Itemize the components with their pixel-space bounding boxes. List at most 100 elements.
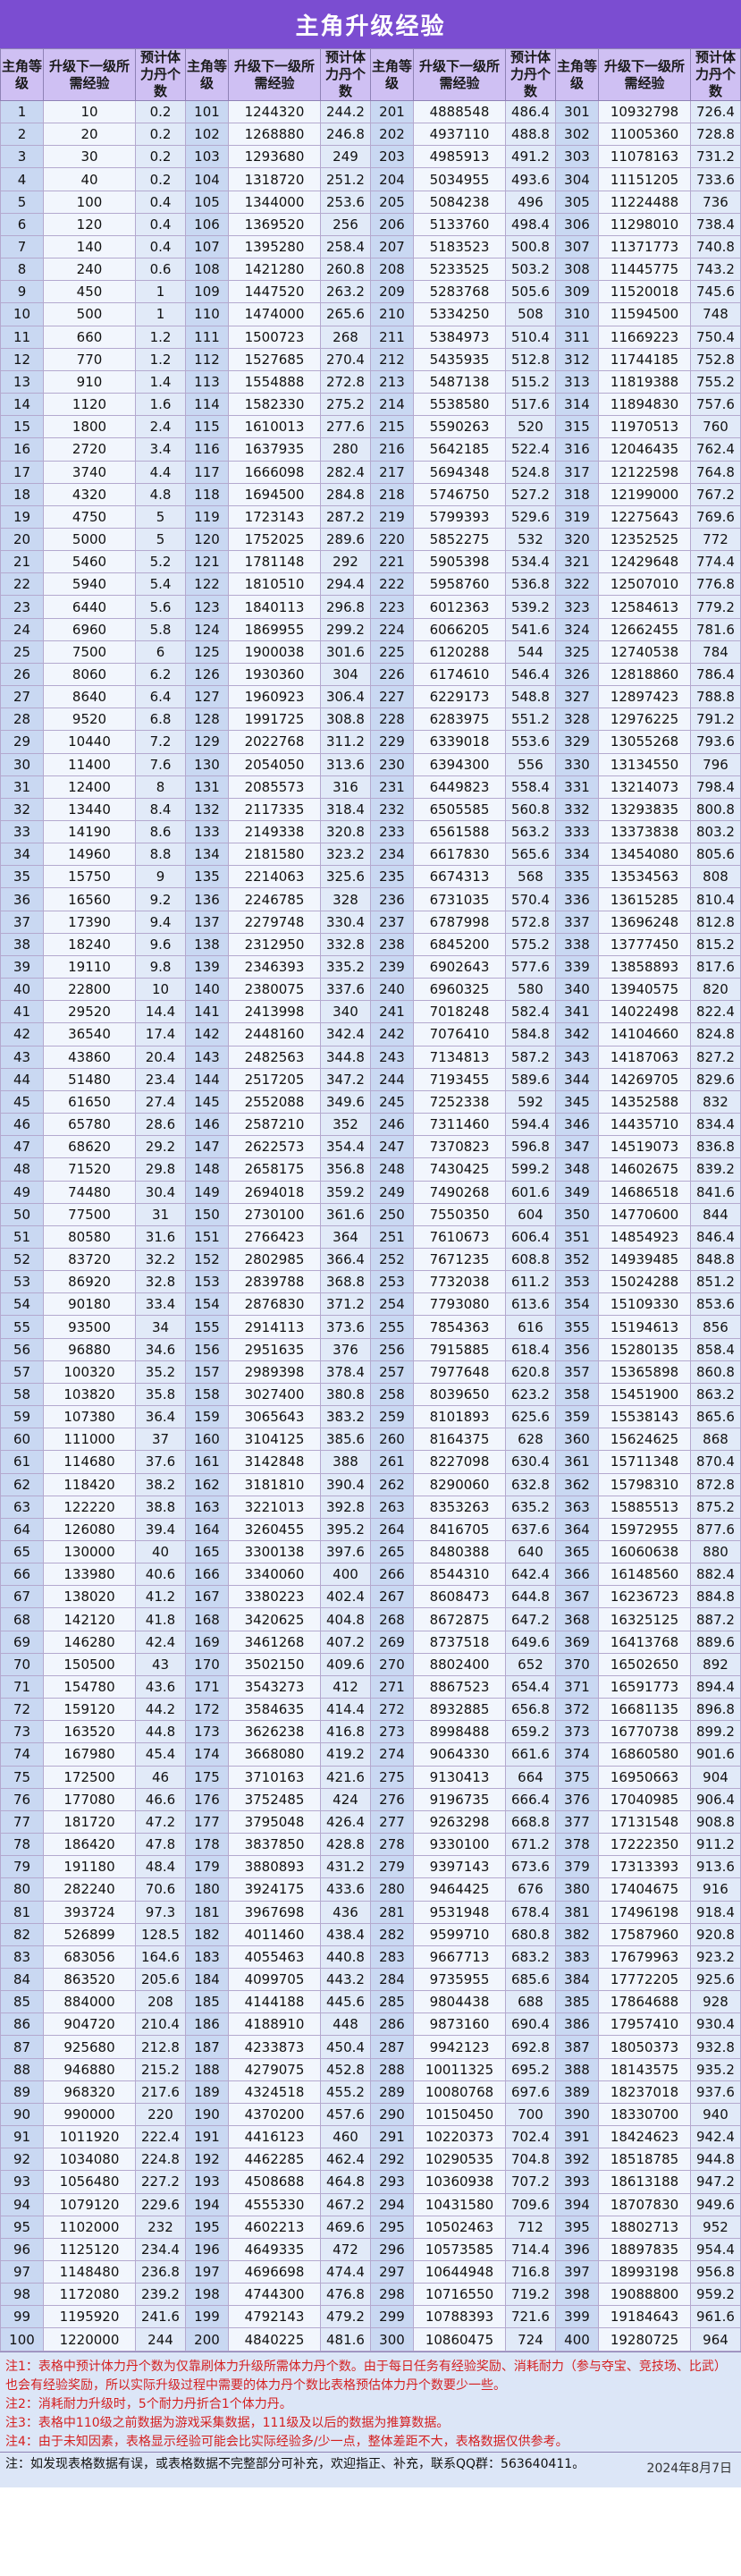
stamina-cell: 508 [505, 302, 556, 326]
level-cell: 305 [555, 190, 599, 214]
exp-cell: 14435710 [598, 1113, 691, 1137]
table-row: 73 163520 44.8 173 3626238 416.8 273 8998488 659… [0, 1720, 741, 1744]
level-cell: 374 [555, 1742, 599, 1767]
stamina-cell: 570.4 [505, 887, 556, 911]
level-cell: 142 [185, 1022, 229, 1046]
level-cell: 117 [185, 460, 229, 484]
stamina-cell: 4.4 [135, 460, 186, 484]
stamina-cell: 8.4 [135, 797, 186, 822]
level-cell: 217 [370, 460, 414, 484]
stamina-cell: 594.4 [505, 1113, 556, 1137]
level-cell: 345 [555, 1089, 599, 1114]
stamina-cell: 366.4 [320, 1247, 371, 1272]
stamina-cell: 0.6 [135, 258, 186, 282]
level-cell: 347 [555, 1135, 599, 1159]
stamina-cell: 320.8 [320, 819, 371, 844]
stamina-cell: 625.6 [505, 1405, 556, 1429]
stamina-cell: 503.2 [505, 258, 556, 282]
level-cell: 46 [0, 1113, 44, 1137]
level-cell: 73 [0, 1720, 44, 1744]
stamina-cell: 23.4 [135, 1067, 186, 1091]
stamina-cell: 9.6 [135, 932, 186, 956]
stamina-cell: 935.2 [690, 2057, 741, 2081]
table-row: 71 154780 43.6 171 3543273 412 271 8867523 654.4… [0, 1674, 741, 1699]
exp-cell: 71520 [43, 1157, 136, 1182]
exp-cell: 5034955 [413, 167, 506, 191]
header-level: 主角等级 [185, 48, 229, 101]
table-row: 96 1125120 234.4 196 4649335 472 296 10573585 71… [0, 2237, 741, 2262]
exp-cell: 6440 [43, 595, 136, 619]
level-cell: 260 [370, 1428, 414, 1452]
stamina-cell: 6.4 [135, 685, 186, 709]
level-cell: 372 [555, 1698, 599, 1722]
level-cell: 80 [0, 1877, 44, 1902]
stamina-cell: 882.4 [690, 1563, 741, 1587]
level-cell: 103 [185, 145, 229, 169]
level-cell: 265 [370, 1539, 414, 1564]
level-cell: 314 [555, 393, 599, 417]
exp-cell: 2552088 [228, 1089, 321, 1114]
stamina-cell: 584.8 [505, 1022, 556, 1046]
exp-cell: 4279075 [228, 2057, 321, 2081]
level-cell: 110 [185, 302, 229, 326]
exp-cell: 10573585 [413, 2237, 506, 2262]
level-cell: 302 [555, 123, 599, 147]
exp-cell: 2694018 [228, 1180, 321, 1204]
exp-cell: 5000 [43, 527, 136, 552]
level-cell: 355 [555, 1315, 599, 1339]
table-row: 86 904720 210.4 186 4188910 448 286 9873160 690.… [0, 2012, 741, 2037]
level-cell: 226 [370, 662, 414, 687]
level-cell: 327 [555, 685, 599, 709]
level-cell: 287 [370, 2035, 414, 2059]
level-cell: 352 [555, 1247, 599, 1272]
stamina-cell: 428.8 [320, 1833, 371, 1857]
table-row: 41 29520 14.4 141 2413998 340 241 7018248 582.4 3… [0, 1000, 741, 1024]
exp-cell: 10290535 [413, 2148, 506, 2172]
level-cell: 114 [185, 393, 229, 417]
level-cell: 351 [555, 1224, 599, 1249]
level-cell: 111 [185, 325, 229, 349]
exp-cell: 9330100 [413, 1833, 506, 1857]
level-cell: 118 [185, 482, 229, 506]
stamina-cell: 296.8 [320, 595, 371, 619]
exp-cell: 16148560 [598, 1563, 691, 1587]
exp-cell: 19280725 [598, 2327, 691, 2351]
stamina-cell: 246.8 [320, 123, 371, 147]
exp-cell: 1120 [43, 393, 136, 417]
stamina-cell: 20.4 [135, 1045, 186, 1069]
exp-cell: 5183523 [413, 234, 506, 259]
exp-cell: 8672875 [413, 1607, 506, 1631]
exp-cell: 12584613 [598, 595, 691, 619]
stamina-cell: 551.2 [505, 708, 556, 732]
table-row: 3 30 0.2 103 1293680 249 203 4985913 491.2 303 110… [0, 145, 741, 169]
stamina-cell: 695.2 [505, 2057, 556, 2081]
exp-cell: 13696248 [598, 910, 691, 934]
exp-cell: 660 [43, 325, 136, 349]
exp-cell: 11078163 [598, 145, 691, 169]
level-cell: 393 [555, 2170, 599, 2194]
level-cell: 40 [0, 978, 44, 1002]
stamina-cell: 774.4 [690, 550, 741, 574]
stamina-cell: 289.6 [320, 527, 371, 552]
level-cell: 93 [0, 2170, 44, 2194]
level-cell: 173 [185, 1720, 229, 1744]
stamina-cell: 390.4 [320, 1472, 371, 1496]
stamina-cell: 863.2 [690, 1382, 741, 1407]
stamina-cell: 227.2 [135, 2170, 186, 2194]
stamina-cell: 34 [135, 1315, 186, 1339]
exp-cell: 4144188 [228, 1990, 321, 2014]
exp-cell: 7550350 [413, 1202, 506, 1226]
exp-cell: 74480 [43, 1180, 136, 1204]
stamina-cell: 476.8 [320, 2283, 371, 2307]
table-row: 6 120 0.4 106 1369520 256 206 5133760 498.4 306 11… [0, 212, 741, 236]
exp-cell: 5233525 [413, 258, 506, 282]
exp-cell: 12976225 [598, 708, 691, 732]
level-cell: 185 [185, 1990, 229, 2014]
stamina-cell: 512.8 [505, 347, 556, 371]
exp-cell: 4750 [43, 504, 136, 529]
stamina-cell: 265.6 [320, 302, 371, 326]
level-cell: 104 [185, 167, 229, 191]
exp-cell: 6012363 [413, 595, 506, 619]
level-cell: 245 [370, 1089, 414, 1114]
exp-cell: 8932885 [413, 1698, 506, 1722]
